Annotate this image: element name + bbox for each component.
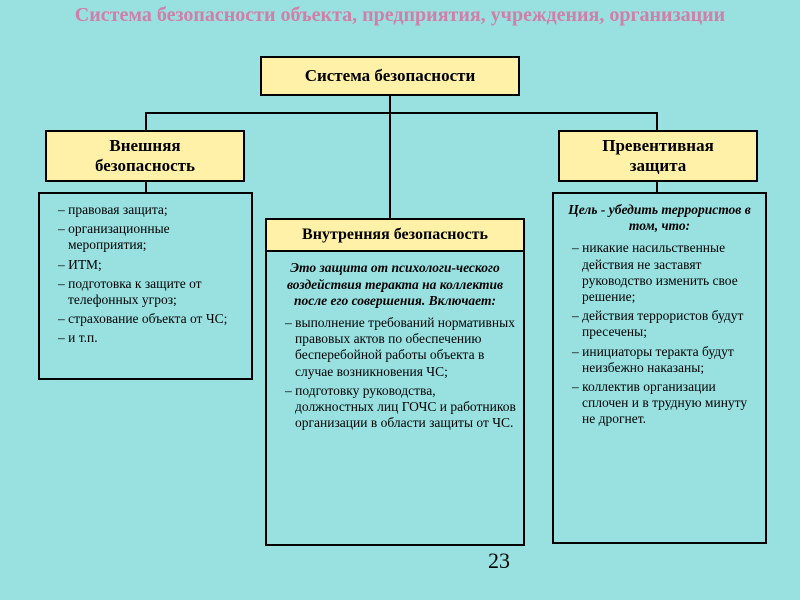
- node-root-label: Система безопасности: [262, 58, 518, 94]
- list-item: и т.п.: [58, 330, 245, 346]
- node-internal: Внутренняя безопасность Это защита от пс…: [265, 218, 525, 546]
- list-item: подготовку руководства, должностных лиц …: [285, 383, 517, 432]
- page-number: 23: [488, 548, 510, 574]
- node-internal-body: Это защита от психологи-ческого воздейст…: [267, 252, 523, 442]
- node-internal-intro: Это защита от психологи-ческого воздейст…: [275, 260, 515, 309]
- node-preventive-label: Превентивнаязащита: [560, 132, 756, 179]
- connector: [656, 112, 658, 130]
- list-item: действия террористов будут пресечены;: [572, 308, 759, 340]
- list-item: организационные мероприятия;: [58, 221, 245, 253]
- page-title: Система безопасности объекта, предприяти…: [0, 4, 800, 27]
- node-root: Система безопасности: [260, 56, 520, 96]
- node-external-details: правовая защита; организационные меропри…: [38, 192, 253, 380]
- list-item: страхование объекта от ЧС;: [58, 311, 245, 327]
- connector: [656, 182, 658, 192]
- node-external: Внешняябезопасность: [45, 130, 245, 182]
- list-item: выполнение требований нормативных правов…: [285, 315, 517, 380]
- connector: [145, 182, 147, 192]
- list-item: никакие насильственные действия не заста…: [572, 240, 759, 305]
- connector: [389, 96, 391, 112]
- node-preventive: Превентивнаязащита: [558, 130, 758, 182]
- node-preventive-intro: Цель - убедить террористов в том, что:: [562, 202, 757, 234]
- connector: [145, 112, 147, 130]
- node-preventive-details: Цель - убедить террористов в том, что: н…: [552, 192, 767, 544]
- connector: [389, 112, 391, 218]
- list-item: ИТМ;: [58, 257, 245, 273]
- connector: [145, 112, 658, 114]
- node-preventive-body: Цель - убедить террористов в том, что: н…: [554, 194, 765, 438]
- node-external-label: Внешняябезопасность: [47, 132, 243, 179]
- node-external-body: правовая защита; организационные меропри…: [40, 194, 251, 358]
- list-item: подготовка к защите от телефонных угроз;: [58, 276, 245, 308]
- list-item: коллектив организации сплочен и в трудну…: [572, 379, 759, 428]
- list-item: правовая защита;: [58, 202, 245, 218]
- node-internal-label: Внутренняя безопасность: [267, 220, 523, 252]
- list-item: инициаторы теракта будут неизбежно наказ…: [572, 344, 759, 376]
